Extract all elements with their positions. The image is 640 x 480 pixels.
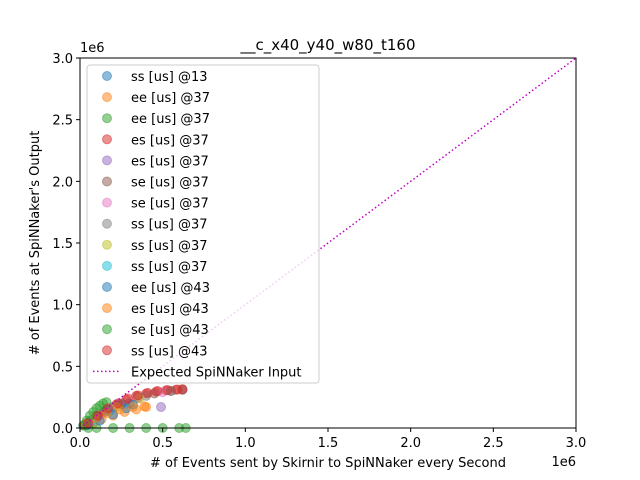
x-tick-label: 3.0: [566, 436, 587, 451]
scatter-point-series-4: [156, 402, 167, 413]
legend-marker: [102, 345, 112, 356]
legend-label: se [us] @37: [131, 176, 209, 191]
x-tick-label: 2.5: [483, 436, 504, 451]
scatter-point-series-13: [83, 418, 94, 429]
legend-label: es [us] @43: [131, 302, 209, 317]
scatter-point-series-13: [93, 410, 104, 421]
y-tick-label: 0.5: [52, 360, 73, 375]
legend-marker: [102, 282, 112, 292]
x-tick-label: 0.0: [70, 436, 91, 451]
x-axis-multiplier: 1e6: [551, 455, 576, 470]
legend-marker: [102, 113, 112, 124]
legend-marker: [102, 260, 112, 271]
y-tick-label: 1.5: [52, 237, 73, 252]
legend-label: es [us] @37: [131, 154, 209, 169]
x-tick-label: 2.0: [400, 436, 421, 451]
y-tick-label: 3.0: [52, 52, 73, 67]
legend-marker: [102, 324, 112, 335]
x-axis-label: # of Events sent by Skirnir to SpiNNaker…: [150, 456, 506, 471]
legend-label: ss [us] @37: [131, 260, 208, 275]
legend-marker: [102, 134, 112, 145]
legend-label: ee [us] @37: [131, 112, 210, 127]
legend-marker: [102, 197, 112, 208]
chart-title: __c_x40_y40_w80_t160: [239, 36, 415, 55]
scatter-point-series-13: [132, 390, 143, 401]
scatter-point-series-13: [142, 387, 153, 398]
legend-items: ss [us] @13 ee [us] @37 ee [us] @37 es [us]…: [93, 70, 302, 380]
scatter-point-series-11: [127, 402, 138, 413]
x-tick-label: 1.0: [235, 436, 256, 451]
scatter-point-series-13: [162, 385, 173, 396]
y-axis-label: # of Events at SpiNNaker's Output: [28, 131, 43, 356]
legend-label: se [us] @43: [131, 323, 209, 338]
legend-label: ee [us] @37: [131, 91, 210, 106]
legend-marker: [102, 303, 112, 314]
legend-marker: [102, 176, 112, 187]
legend-marker: [102, 218, 112, 229]
legend-label: se [us] @37: [131, 197, 209, 212]
scatter-point-series-13: [152, 386, 163, 396]
legend-label: ss [us] @43: [131, 344, 208, 359]
legend-frame: [86, 64, 320, 384]
y-tick-label: 0.0: [52, 422, 73, 437]
legend-label-reference-line: Expected SpiNNaker Input: [131, 365, 302, 380]
scatter-point-series-13: [113, 398, 124, 409]
legend-label: es [us] @37: [131, 133, 209, 148]
x-tick-label: 0.5: [152, 436, 173, 451]
legend: ss [us] @13 ee [us] @37 ee [us] @37 es [us]…: [86, 64, 320, 384]
x-axis-ticks: 0.0 0.5 1.0 1.5 2.0 2.5 3.0: [70, 428, 587, 451]
legend-label: ss [us] @37: [131, 218, 208, 233]
y-axis-multiplier: 1e6: [80, 41, 105, 56]
reference-line-expected-input: [79, 57, 577, 429]
y-tick-label: 2.5: [52, 114, 73, 129]
y-tick-label: 2.0: [52, 175, 73, 190]
y-tick-label: 1.0: [52, 299, 73, 314]
legend-marker: [102, 155, 112, 166]
legend-label: ss [us] @13: [131, 70, 208, 85]
legend-label: ss [us] @37: [131, 239, 208, 254]
legend-marker: [102, 71, 112, 81]
data-marks: [78, 384, 191, 433]
legend-marker: [102, 92, 112, 103]
scatter-point-series-13: [103, 403, 114, 414]
scatter-point-series-13: [122, 393, 133, 404]
scatter-point-series-11: [139, 401, 150, 412]
legend-label: ee [us] @43: [131, 281, 210, 296]
y-axis-ticks: 0.0 0.5 1.0 1.5 2.0 2.5 3.0: [52, 52, 80, 437]
legend-marker: [102, 239, 112, 250]
scatter-point-series-13: [177, 384, 188, 395]
x-tick-label: 1.5: [318, 436, 339, 451]
